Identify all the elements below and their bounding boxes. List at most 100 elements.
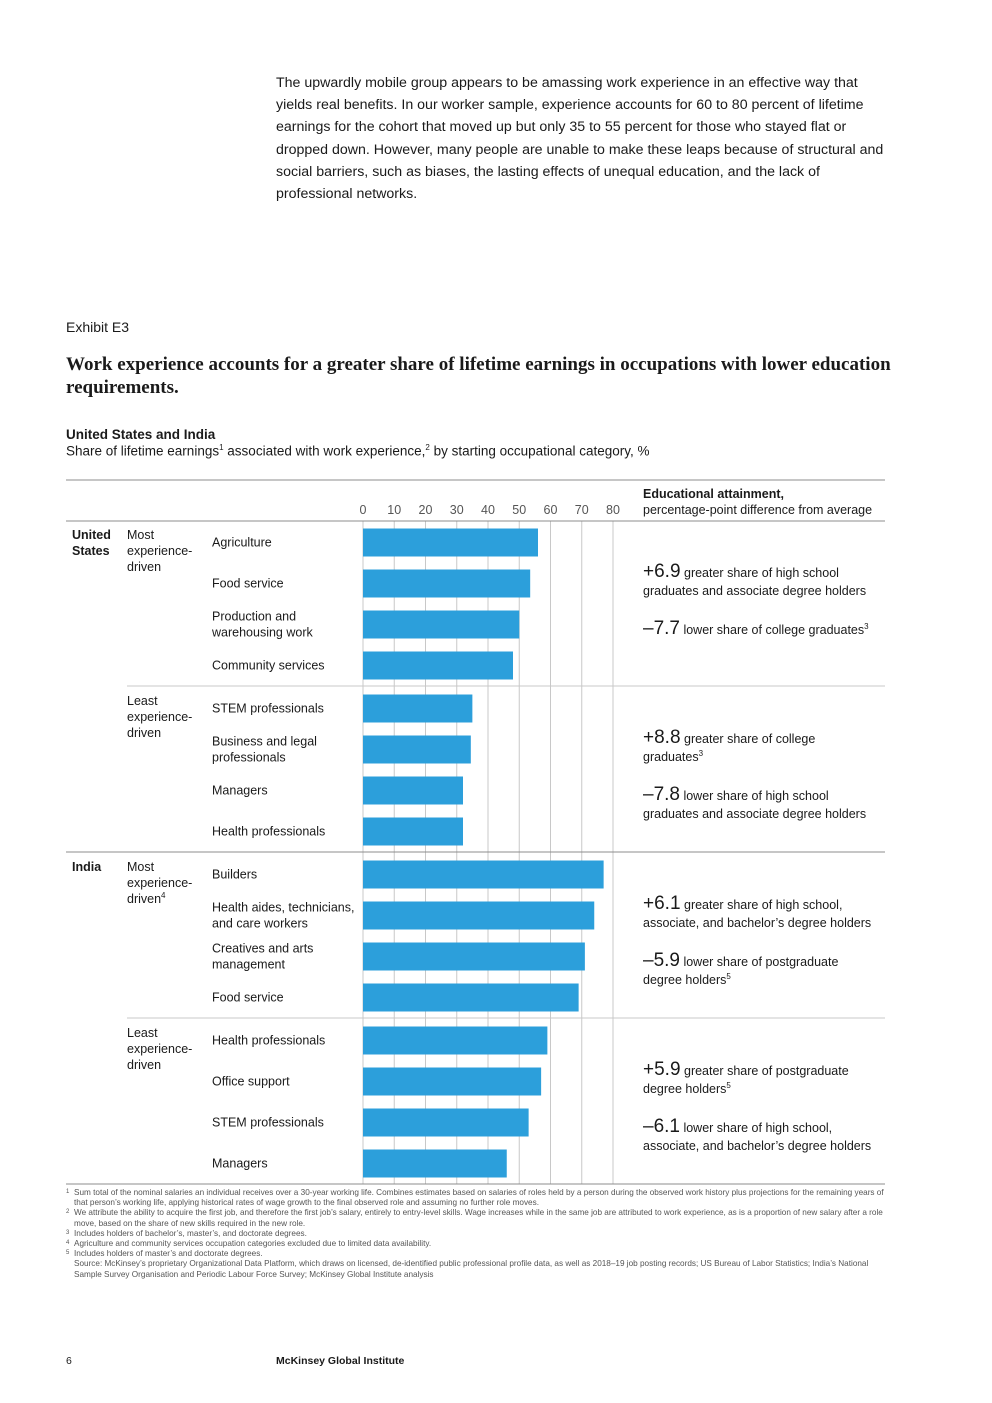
annotation-line: +5.9 greater share of postgraduate [643,1059,849,1080]
footnote-number: 3 [66,1229,70,1236]
chart-subtitle-text: Share of lifetime earnings [66,443,220,459]
footnote-ref: 3 [699,749,704,758]
bar [363,528,538,557]
category-label: warehousing work [211,626,313,640]
category-label: Business and legal [212,735,317,749]
category-label: Builders [212,868,257,882]
footnote-ref: 5 [726,972,731,981]
annotation-text: greater share of high school, [681,898,843,912]
page-number: 6 [66,1355,72,1367]
footnote-text: We attribute the ability to acquire the … [74,1208,883,1228]
category-label: Health aides, technicians, [212,901,354,915]
bar [363,817,463,846]
annotation-value: –7.8 [643,784,680,805]
category-label: Production and [212,610,296,624]
annotation-value: –5.9 [643,950,680,971]
group-label: experience- [127,710,192,724]
x-tick-label: 0 [360,503,367,517]
bar [363,569,531,598]
bar [363,776,463,805]
annotation-value: +5.9 [643,1059,681,1080]
group-label: driven [127,726,161,740]
annotation-line: –6.1 lower share of high school, [643,1116,832,1137]
group-label: Most [127,860,155,874]
bar [363,735,471,764]
group-label: experience- [127,1042,192,1056]
category-label: management [212,958,285,972]
annotation-value: +6.9 [643,561,681,582]
bar [363,1026,548,1055]
bar [363,1149,507,1178]
bar [363,1108,529,1137]
footnote-text: Agriculture and community services occup… [74,1239,432,1249]
group-label: Most [127,528,155,542]
bar [363,651,513,680]
category-label: Agriculture [212,536,272,550]
footnote-number: 2 [66,1209,70,1216]
annotation-text: associate, and bachelor’s degree holders [643,916,871,930]
chart-title: United States and India [66,427,216,442]
chart-subtitle-text: associated with work experience, [223,443,426,459]
footnote-text: Source: McKinsey’s proprietary Organizat… [74,1259,869,1279]
footnote: 1 Sum total of the nominal salaries an in… [66,1188,896,1208]
bar [363,983,579,1012]
category-label: Community services [212,659,325,673]
annotation-value: +6.1 [643,893,681,914]
bar [363,1067,542,1096]
annotation-value: +8.8 [643,727,681,748]
annotation-text: associate, and bachelor’s degree holders [643,1139,871,1153]
annotation-value: –6.1 [643,1116,680,1137]
exhibit-title: Work experience accounts for a greater s… [66,354,891,398]
footnote: 5 Includes holders of master’s and doctor… [66,1249,896,1259]
country-label: States [72,544,110,558]
x-tick-label: 70 [575,503,589,517]
exhibit-label: Exhibit E3 [66,319,130,335]
annotation-text: lower share of high school, [680,1121,832,1135]
annotation-text: greater share of postgraduate [681,1064,849,1078]
bar [363,860,604,889]
category-label: STEM professionals [212,702,324,716]
annotation-text: graduates and associate degree holders [643,807,866,821]
category-label: Health professionals [212,1034,325,1048]
annotation-text: lower share of high school [680,789,829,803]
intro-paragraph: The upwardly mobile group appears to be … [276,75,884,203]
footnote: 4 Agriculture and community services occu… [66,1239,896,1249]
footnote-ref: 4 [161,891,166,900]
annotation-line: +6.1 greater share of high school, [643,893,842,914]
group-label: experience- [127,544,192,558]
group-label: driven [127,560,161,574]
footnote-text: Includes holders of master’s and doctora… [74,1249,263,1259]
x-tick-label: 30 [450,503,464,517]
footnotes: 1 Sum total of the nominal salaries an in… [66,1188,896,1280]
annotation-line: –7.7 lower share of college graduates3 [643,618,869,639]
group-label: experience- [127,876,192,890]
footnote-number: 5 [66,1250,70,1257]
x-tick-label: 10 [387,503,401,517]
footnote-ref: 1 [219,443,224,452]
country-label: United [72,528,111,542]
bar [363,694,473,723]
footnote-ref: 2 [425,443,430,452]
footnote-text: Includes holders of bachelor’s, master’s… [74,1228,307,1238]
footnote: 2 We attribute the ability to acquire the… [66,1208,896,1228]
footnote: 3 Includes holders of bachelor’s, master’… [66,1229,896,1239]
bar [363,942,585,971]
category-label: Health professionals [212,825,325,839]
footnote-text: Sum total of the nominal salaries an ind… [74,1188,884,1208]
footnote-ref: 5 [726,1081,731,1090]
footnote-number [66,1259,74,1279]
category-label: professionals [212,751,286,765]
group-label: driven4 [127,891,166,906]
group-label: Least [127,1026,158,1040]
category-label: Creatives and arts [212,942,313,956]
footnote: Source: McKinsey’s proprietary Organizat… [66,1259,896,1279]
annotation-header-title: Educational attainment, [643,487,784,501]
annotation-text: greater share of college [681,732,816,746]
annotation-text: graduates3 [643,749,704,764]
bar [363,901,595,930]
x-tick-label: 80 [606,503,620,517]
category-label: Food service [212,577,284,591]
country-label: India [72,860,102,874]
category-label: Food service [212,991,284,1005]
